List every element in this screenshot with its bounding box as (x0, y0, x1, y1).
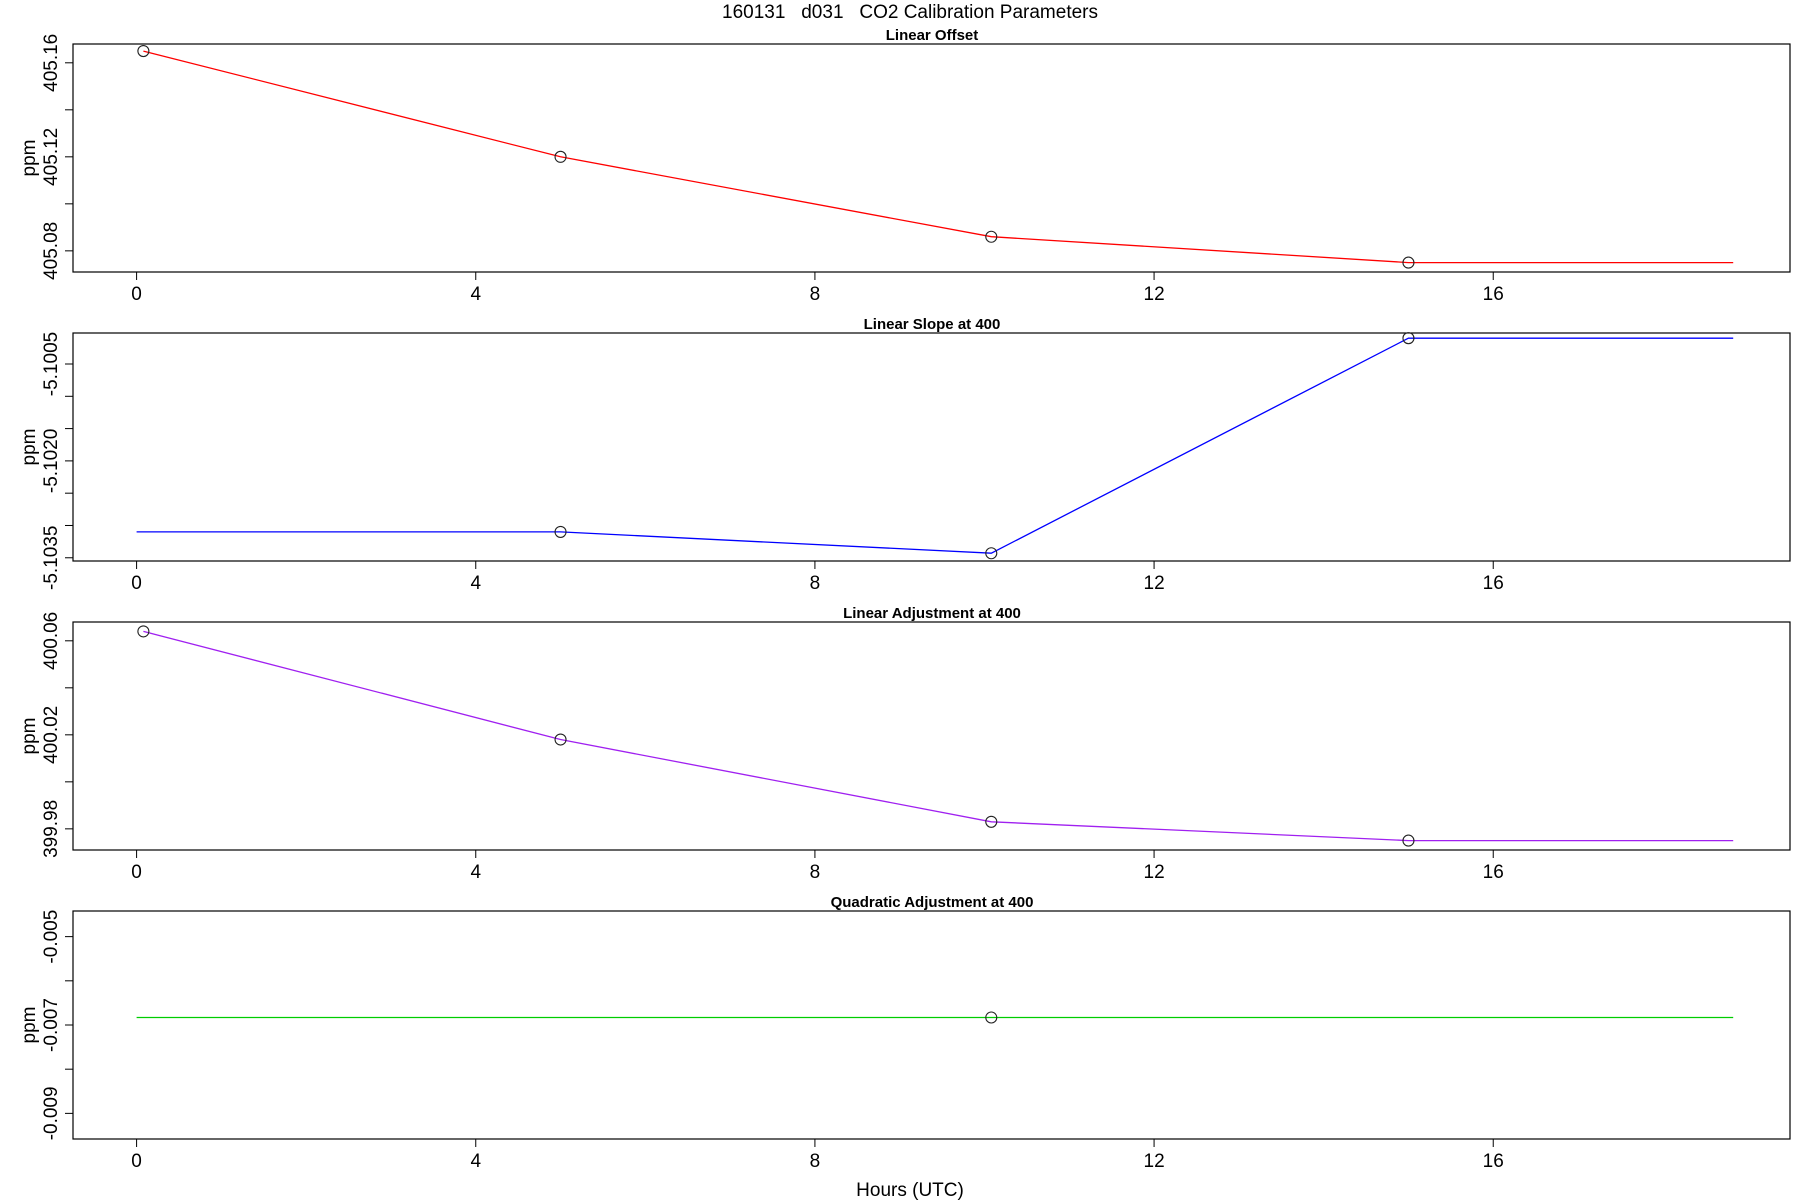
plot-frame (72, 621, 1791, 851)
y-tick-label: -0.009 (41, 1086, 62, 1140)
plot-frame (72, 332, 1791, 562)
panel-title: Quadratic Adjustment at 400 (831, 894, 1034, 911)
panel-2: Linear Slope at 400 0 4 8 12 16 -5.1035 -5.1020… (19, 316, 1791, 594)
y-tick-label: -5.1005 (41, 332, 62, 396)
data-point (1402, 834, 1415, 847)
y-tick-label: -0.005 (41, 910, 62, 964)
x-tick-label: 4 (470, 862, 481, 883)
x-tick-label: 12 (1144, 862, 1165, 883)
y-axis-label: ppm (19, 718, 40, 755)
figure-title: 160131 d031 CO2 Calibration Parameters (722, 2, 1098, 23)
y-tick-label: -5.1035 (41, 526, 62, 590)
data-point (137, 625, 150, 638)
data-point (985, 230, 998, 243)
data-point (554, 733, 567, 746)
y-tick-label: 399.98 (41, 800, 62, 858)
panel-title: Linear Slope at 400 (864, 316, 1001, 333)
x-axis-label: Hours (UTC) (856, 1180, 964, 1200)
y-axis-label: ppm (19, 140, 40, 177)
x-tick-label: 12 (1144, 1151, 1165, 1172)
series-line (143, 630, 1734, 842)
x-tick-label: 8 (810, 862, 821, 883)
panels: Linear Offset 0 4 8 12 16 405.08 405.12 405.16 pp… (19, 27, 1791, 1172)
data-point (985, 547, 998, 560)
panel-title: Linear Offset (886, 27, 979, 44)
x-tick-label: 12 (1144, 284, 1165, 305)
data-point (985, 1011, 998, 1024)
x-tick-label: 16 (1483, 284, 1504, 305)
y-axis-label: ppm (19, 429, 40, 466)
x-tick-label: 16 (1483, 862, 1504, 883)
data-point (554, 150, 567, 163)
plot-frame (72, 910, 1791, 1140)
y-tick-label: -0.007 (41, 998, 62, 1052)
data-point (554, 525, 567, 538)
x-tick-label: 4 (470, 1151, 481, 1172)
y-tick-label: 405.12 (41, 128, 62, 186)
x-tick-label: 16 (1483, 573, 1504, 594)
y-tick-label: 400.02 (41, 706, 62, 764)
y-tick-label: -5.1020 (41, 429, 62, 493)
x-tick-label: 4 (470, 284, 481, 305)
x-tick-label: 4 (470, 573, 481, 594)
x-tick-label: 8 (810, 573, 821, 594)
x-tick-label: 0 (131, 284, 142, 305)
series-line (143, 50, 1734, 264)
data-point (1402, 332, 1415, 345)
x-tick-label: 8 (810, 1151, 821, 1172)
panel-4: Quadratic Adjustment at 400 0 4 8 12 16 -0.009… (19, 894, 1791, 1172)
y-axis-label: ppm (19, 1007, 40, 1044)
x-tick-label: 8 (810, 284, 821, 305)
data-point (1402, 256, 1415, 269)
series-line (136, 337, 1734, 554)
y-tick-label: 400.06 (41, 612, 62, 670)
x-tick-label: 16 (1483, 1151, 1504, 1172)
panel-title: Linear Adjustment at 400 (843, 605, 1021, 622)
y-tick-label: 405.08 (41, 222, 62, 280)
x-tick-label: 0 (131, 1151, 142, 1172)
data-point (985, 815, 998, 828)
x-tick-label: 12 (1144, 573, 1165, 594)
panel-1: Linear Offset 0 4 8 12 16 405.08 405.12 405.16 pp… (19, 27, 1791, 305)
plot-frame (72, 43, 1791, 273)
data-point (137, 45, 150, 58)
y-tick-label: 405.16 (41, 34, 62, 92)
x-tick-label: 0 (131, 573, 142, 594)
panel-3: Linear Adjustment at 400 0 4 8 12 16 399.98 400… (19, 605, 1791, 883)
x-tick-label: 0 (131, 862, 142, 883)
